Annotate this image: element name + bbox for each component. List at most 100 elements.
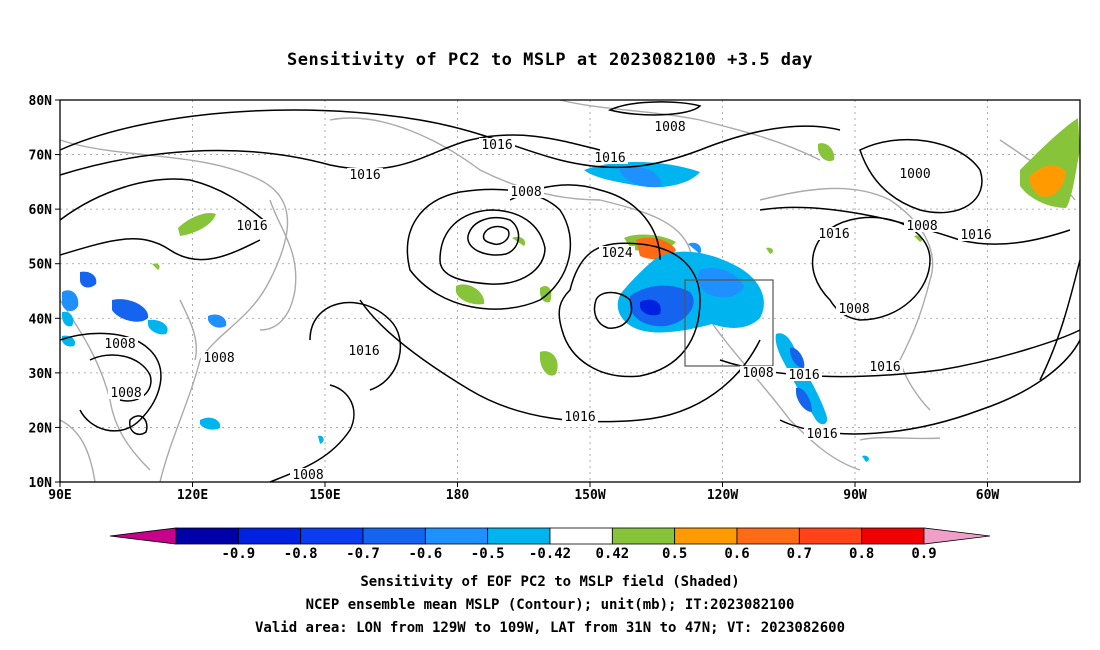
contour-label-bg: [562, 410, 598, 423]
contour-label-bg: [897, 167, 933, 180]
lon-label: 60W: [976, 488, 1000, 503]
footer-line-2: NCEP ensemble mean MSLP (Contour); unit(…: [305, 597, 795, 613]
colorbar-box: [362, 527, 426, 545]
shade-orange: [636, 237, 676, 260]
contour-label-bg: [479, 138, 515, 151]
contour-label-bg: [904, 219, 940, 232]
footer-line-1: Sensitivity of EOF PC2 to MSLP field (Sh…: [360, 574, 740, 590]
colorbar-box: [861, 527, 925, 545]
colorbar-tick-label: -0.42: [529, 546, 571, 562]
shade-green: [152, 263, 160, 270]
colorbar-tick-label: 0.5: [662, 546, 687, 562]
shade-green: [456, 284, 485, 305]
shade-orange: [1029, 165, 1066, 197]
contour-label: 1008: [838, 302, 869, 317]
contour-label-bg: [652, 120, 688, 133]
colorbar-box: [424, 527, 489, 545]
colorbar-tick-label: 0.7: [787, 546, 812, 562]
shade-blue: [112, 299, 149, 322]
shade-blue: [640, 299, 661, 316]
contour-label: 1008: [742, 366, 773, 381]
colorbar-box: [736, 527, 800, 545]
colorbar-tick-label: -0.9: [221, 546, 255, 562]
contour-label-bg: [786, 368, 822, 381]
shade-blue: [208, 314, 227, 328]
shade-blue: [629, 285, 694, 327]
shade-blue: [790, 347, 805, 368]
shade-green: [766, 247, 773, 254]
contour-label: 1016: [818, 227, 849, 242]
shade-cyan: [148, 319, 168, 335]
shade-blue: [62, 290, 79, 312]
lat-label: 50N: [29, 258, 53, 273]
contour-label-bg: [347, 168, 383, 181]
contour-label: 1016: [594, 151, 625, 166]
contour-label: 1016: [869, 360, 900, 375]
contour-label: 1024: [601, 246, 632, 261]
colorbar-tick-label: -0.5: [471, 546, 505, 562]
lon-label: 180: [446, 488, 470, 503]
contour-label: 1016: [960, 228, 991, 243]
lat-label: 70N: [29, 149, 53, 164]
footer-line-3: Valid area: LON from 129W to 109W, LAT f…: [254, 620, 845, 636]
lat-label: 80N: [29, 94, 53, 109]
colorbar-box: [487, 527, 551, 545]
shade-green: [818, 143, 835, 162]
colorbar-tick-label: -0.8: [284, 546, 318, 562]
shade-blue: [796, 387, 812, 412]
contour-label-bg: [958, 228, 994, 241]
shade-cyan: [200, 417, 221, 430]
shade-blue: [698, 267, 744, 298]
colorbar-tick-label: -0.7: [346, 546, 380, 562]
contour-label-bg: [102, 337, 138, 350]
colorbar-box: [237, 527, 302, 545]
lon-label: 150E: [309, 488, 340, 503]
shade-cyan: [62, 311, 74, 327]
contour-label: 1000: [899, 167, 930, 182]
colorbar-box: [175, 527, 239, 545]
contour-label: 1008: [292, 468, 323, 483]
contour-label: 1008: [654, 120, 685, 135]
contour-label-bg: [740, 366, 776, 379]
colorbar-box: [300, 527, 364, 545]
contour-labels: 1016 1008 1016 1016 1016 1008 1000 1008 1016 1024…: [102, 120, 994, 483]
shade-green: [178, 212, 216, 236]
sensitivity-shading: [62, 118, 1080, 462]
contour-label-bg: [290, 468, 326, 481]
lat-label: 20N: [29, 421, 53, 436]
contour-label-bg: [816, 227, 852, 240]
contour-label: 1008: [104, 337, 135, 352]
lat-label: 10N: [29, 476, 53, 491]
colorbar-box: [549, 527, 613, 545]
colorbar-tick-label: 0.6: [724, 546, 749, 562]
colorbar-tick-label: 0.42: [595, 546, 629, 562]
contour-label-bg: [508, 185, 544, 198]
contour-label: 1016: [236, 219, 267, 234]
colorbar-tick-label: 0.8: [849, 546, 874, 562]
contour-label-bg: [108, 386, 144, 399]
shade-green: [540, 351, 558, 376]
colorbar: -0.9 -0.8 -0.7 -0.6 -0.5 -0.42 0.42 0.5 0.6 0.7 0.…: [109, 527, 991, 562]
lon-label: 90W: [843, 488, 867, 503]
contour-label-bg: [234, 219, 270, 232]
colorbar-high-arrow: [923, 527, 991, 545]
mslp-contours: [59, 101, 1081, 483]
contour-label: 1016: [481, 138, 512, 153]
lon-label: 120W: [707, 488, 738, 503]
colorbar-box: [674, 527, 738, 545]
chart-title: Sensitivity of PC2 to MSLP at 2023082100…: [286, 50, 813, 70]
lat-label: 30N: [29, 367, 53, 382]
colorbar-tick-label: -0.6: [408, 546, 442, 562]
contour-label-bg: [592, 151, 628, 164]
contour-label-bg: [836, 302, 872, 315]
contour-label: 1008: [906, 219, 937, 234]
contour-label-bg: [201, 351, 237, 364]
lon-label: 90E: [48, 488, 71, 503]
lon-label: 150W: [574, 488, 605, 503]
contour-label: 1016: [349, 168, 380, 183]
lat-label: 40N: [29, 312, 53, 327]
contour-label: 1008: [510, 185, 541, 200]
shade-cyan: [862, 455, 869, 462]
contour-label-bg: [599, 246, 635, 259]
